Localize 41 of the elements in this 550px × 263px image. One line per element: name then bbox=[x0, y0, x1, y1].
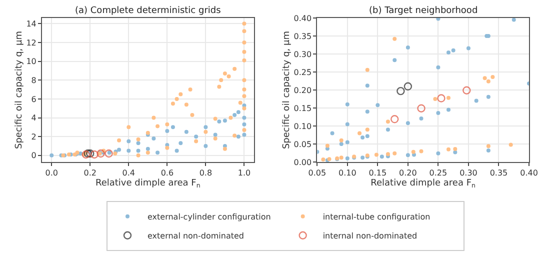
chart-title: (a) Complete deterministic grids bbox=[75, 6, 222, 16]
y-tick-label: 2 bbox=[31, 132, 36, 142]
y-tick-label: 0.05 bbox=[294, 140, 312, 149]
x-tick-label: 0.4 bbox=[122, 168, 136, 178]
x-tick-label: 0.2 bbox=[84, 168, 97, 178]
x-axis-title: Relative dimple area F$_{n}$ bbox=[95, 178, 200, 190]
y-tick-label: 0 bbox=[31, 151, 36, 160]
y-tick-label: 14 bbox=[26, 19, 36, 28]
y-tick-label: 0.20 bbox=[294, 86, 312, 95]
y-tick-label: 0.10 bbox=[294, 122, 312, 131]
legend-label: internal non-dominated bbox=[322, 232, 418, 240]
y-tick-label: 0.00 bbox=[294, 158, 312, 167]
x-tick-label: 0.6 bbox=[160, 168, 174, 178]
y-tick-label: 4 bbox=[31, 114, 36, 123]
y-tick-label: 0.30 bbox=[294, 50, 312, 59]
y-tick-label: 0.35 bbox=[294, 32, 312, 41]
x-tick-label: 0.30 bbox=[460, 168, 478, 178]
y-tick-label: 0.15 bbox=[294, 104, 312, 113]
x-tick-label: 0.0 bbox=[45, 168, 58, 178]
y-tick-label: 8 bbox=[31, 76, 36, 85]
x-tick-label: 0.10 bbox=[338, 168, 356, 178]
x-tick-label: 0.15 bbox=[368, 168, 387, 178]
y-tick-label: 6 bbox=[31, 94, 36, 104]
x-tick-label: 0.35 bbox=[490, 168, 508, 178]
x-tick-label: 0.05 bbox=[308, 168, 326, 178]
x-tick-label: 1.0 bbox=[238, 168, 251, 178]
x-tick-label: 0.8 bbox=[199, 168, 212, 178]
chart-title: (b) Target neighborhood bbox=[369, 6, 478, 16]
y-tick-label: 0.25 bbox=[294, 68, 312, 77]
y-tick-label: 0.40 bbox=[294, 14, 312, 23]
x-tick-label: 0.40 bbox=[520, 168, 538, 178]
legend-label: internal-tube configuration bbox=[322, 212, 430, 222]
y-tick-label: 12 bbox=[26, 38, 36, 48]
x-tick-label: 0.25 bbox=[429, 168, 448, 178]
legend-label: external non-dominated bbox=[148, 232, 244, 240]
x-axis-title: Relative dimple area F$_{n}$ bbox=[370, 178, 476, 190]
legend-label: external-cylinder configuration bbox=[148, 212, 271, 222]
y-tick-label: 10 bbox=[26, 57, 36, 66]
y-axis-title: Specific oil capacity q, μm bbox=[282, 30, 292, 150]
x-tick-label: 0.20 bbox=[399, 168, 417, 178]
y-axis-title: Specific oil capacity q, μm bbox=[14, 30, 25, 150]
